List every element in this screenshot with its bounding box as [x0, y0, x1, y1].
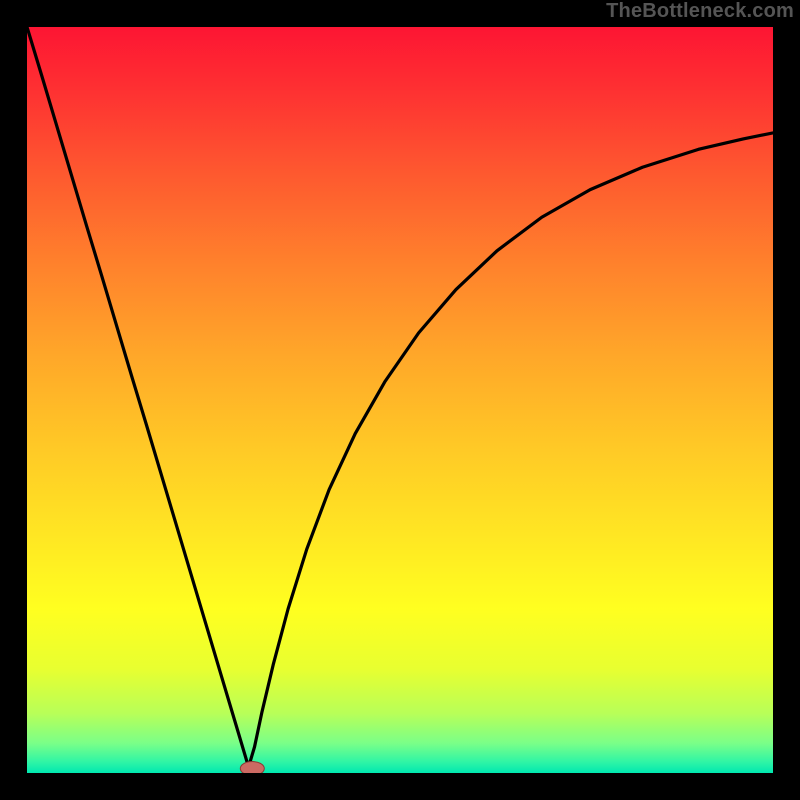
- chart-frame: TheBottleneck.com: [0, 0, 800, 800]
- chart-svg: [27, 27, 773, 773]
- optimal-point-marker: [240, 762, 264, 773]
- plot-area: [27, 27, 773, 773]
- watermark-text: TheBottleneck.com: [606, 0, 794, 23]
